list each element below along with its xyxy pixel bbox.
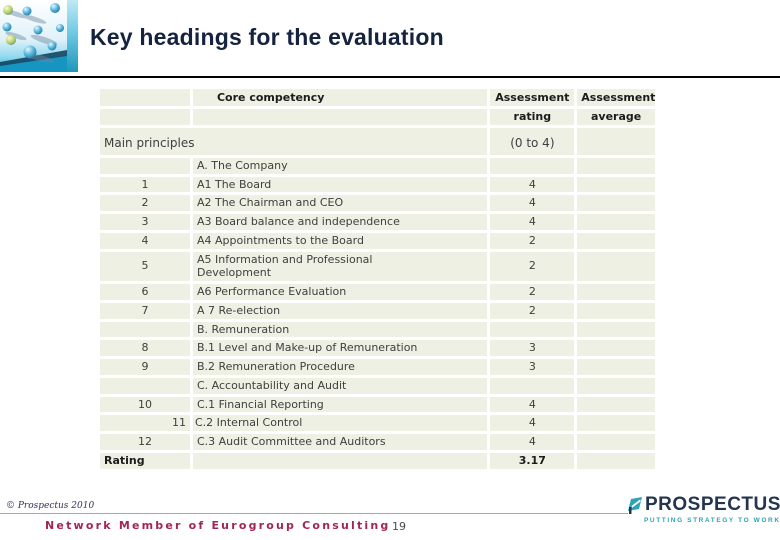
competency-cell: A6 Performance Evaluation bbox=[192, 284, 488, 300]
table-row: C. Accountability and Audit bbox=[100, 377, 655, 394]
header-assessment-rating: Assessment bbox=[490, 89, 575, 106]
header-blank-cell bbox=[100, 89, 190, 106]
logo-wordmark: PROSPECTUS bbox=[645, 494, 780, 515]
rating-value: 3.17 bbox=[490, 452, 575, 469]
page-number: 19 bbox=[392, 520, 406, 533]
network-member-text: Network Member of Eurogroup Consulting bbox=[45, 519, 391, 532]
table-row: A. The Company bbox=[100, 157, 655, 174]
table-row: 10 C.1 Financial Reporting 4 bbox=[100, 396, 655, 413]
table-row: 12 C.3 Audit Committee and Auditors 4 bbox=[100, 434, 655, 450]
header-assessment-average: Assessment bbox=[577, 89, 655, 106]
table-row: 11 C.2 Internal Control 4 bbox=[100, 415, 655, 431]
rating-label: Rating bbox=[100, 452, 190, 469]
competency-cell: C.1 Financial Reporting bbox=[192, 396, 488, 413]
table-row: 3 A3 Board balance and independence 4 bbox=[100, 214, 655, 230]
table-row: 6 A6 Performance Evaluation 2 bbox=[100, 284, 655, 300]
page-title: Key headings for the evaluation bbox=[90, 24, 444, 50]
competency-cell: C.2 Internal Control bbox=[192, 415, 488, 431]
evaluation-table: Core competency Assessment Assessment ra… bbox=[97, 86, 658, 472]
footer-divider bbox=[0, 513, 628, 514]
corner-accent-bar bbox=[67, 0, 78, 72]
main-principles-label: Main principles bbox=[100, 127, 488, 155]
competency-cell: A5 Information and Professional Developm… bbox=[192, 251, 488, 281]
table-header-row: Core competency Assessment Assessment bbox=[100, 89, 655, 106]
header-rating-label: rating bbox=[490, 109, 575, 125]
table-row: 2 A2 The Chairman and CEO 4 bbox=[100, 195, 655, 211]
competency-cell: C.3 Audit Committee and Auditors bbox=[192, 434, 488, 450]
competency-cell: C. Accountability and Audit bbox=[192, 377, 488, 394]
table-row: 7 A 7 Re-election 2 bbox=[100, 302, 655, 319]
prospectus-logo: PROSPECTUS PUTTING STRATEGY TO WORK bbox=[628, 494, 780, 524]
competency-cell: B.1 Level and Make-up of Remuneration bbox=[192, 340, 488, 356]
main-principles-row: Main principles (0 to 4) bbox=[100, 127, 655, 155]
competency-cell: A2 The Chairman and CEO bbox=[192, 195, 488, 211]
competency-cell: A1 The Board bbox=[192, 176, 488, 193]
rating-scale: (0 to 4) bbox=[490, 127, 575, 155]
title-divider bbox=[0, 76, 780, 78]
table-row: B. Remuneration bbox=[100, 321, 655, 338]
flag-icon bbox=[628, 496, 643, 514]
table-row: 9 B.2 Remuneration Procedure 3 bbox=[100, 359, 655, 375]
table-row: 4 A4 Appointments to the Board 2 bbox=[100, 232, 655, 249]
header-core-competency: Core competency bbox=[192, 89, 488, 106]
competency-cell: A3 Board balance and independence bbox=[192, 214, 488, 230]
logo-tagline: PUTTING STRATEGY TO WORK bbox=[644, 517, 780, 524]
competency-cell: A 7 Re-election bbox=[192, 302, 488, 319]
copyright-text: © Prospectus 2010 bbox=[6, 501, 95, 511]
competency-cell: A. The Company bbox=[192, 157, 488, 174]
table-header-row2: rating average bbox=[100, 109, 655, 125]
competency-cell: A4 Appointments to the Board bbox=[192, 232, 488, 249]
rating-summary-row: Rating 3.17 bbox=[100, 452, 655, 469]
competency-cell: B.2 Remuneration Procedure bbox=[192, 359, 488, 375]
table-row: 1 A1 The Board 4 bbox=[100, 176, 655, 193]
marbles-image bbox=[0, 0, 67, 72]
table-row: 5 A5 Information and Professional Develo… bbox=[100, 251, 655, 281]
table-row: 8 B.1 Level and Make-up of Remuneration … bbox=[100, 340, 655, 356]
header-average-label: average bbox=[577, 109, 655, 125]
competency-cell: B. Remuneration bbox=[192, 321, 488, 338]
